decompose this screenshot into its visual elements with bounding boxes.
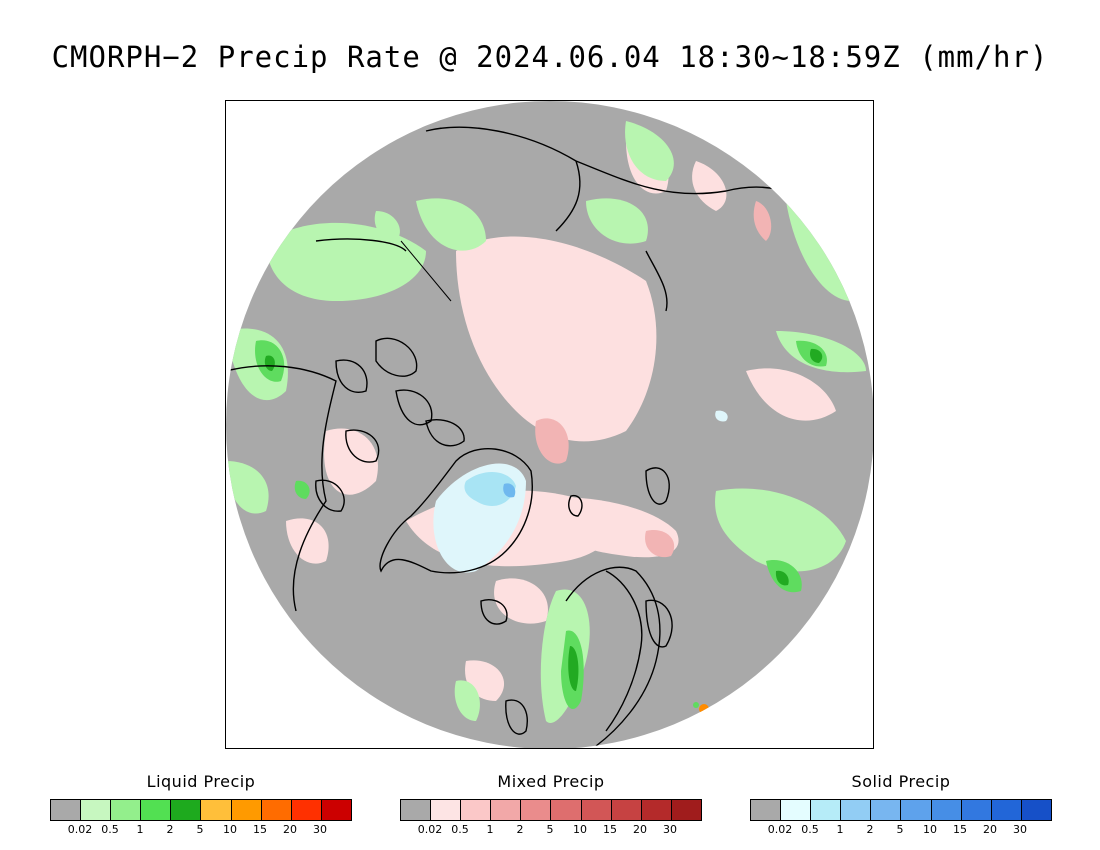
solid-precip-areas: [433, 410, 728, 573]
legend-swatch: [551, 800, 582, 820]
legend-tick-label: 2: [516, 823, 524, 836]
legend-tick-label: 30: [663, 823, 677, 836]
legend-tick-labels: 0.02 0.5 1 2 5 10 15 20 30: [750, 823, 1050, 837]
legend-swatch: [781, 800, 812, 820]
legend-tick-label: 20: [283, 823, 297, 836]
legend-tick-label: 30: [313, 823, 327, 836]
legend-tick-label: 10: [573, 823, 587, 836]
legend-title: Mixed Precip: [497, 772, 605, 791]
legend-tick-label: 0.5: [451, 823, 469, 836]
legend-swatch: [671, 800, 701, 820]
legend-tick-label: 0.5: [101, 823, 119, 836]
legend-tick-label: 2: [866, 823, 874, 836]
polar-precip-map: [226, 101, 873, 748]
legend-tick-label: 5: [546, 823, 554, 836]
legend-color-bar: [750, 799, 1052, 821]
legend-tick-label: 20: [633, 823, 647, 836]
coastlines: [226, 126, 827, 747]
legend-color-bar: [50, 799, 352, 821]
legend-swatch: [931, 800, 962, 820]
legend-swatch: [811, 800, 842, 820]
legend-swatch: [431, 800, 462, 820]
legend-swatch: [611, 800, 642, 820]
legend-tick-labels: 0.02 0.5 1 2 5 10 15 20 30: [50, 823, 350, 837]
legend-title: Liquid Precip: [146, 772, 256, 791]
legend-swatch: [961, 800, 992, 820]
legend-solid-precip: Solid Precip 0.02 0.5 1 2 5 10 15 20 30: [750, 772, 1052, 837]
legend-tick-label: 0.02: [767, 823, 793, 836]
legend-color-bar: [400, 799, 702, 821]
legend-tick-label: 0.02: [417, 823, 443, 836]
liquid-precip-moderate: [255, 340, 827, 710]
legend-swatch: [81, 800, 112, 820]
legend-tick-label: 0.02: [67, 823, 93, 836]
legend-swatch: [231, 800, 262, 820]
legend-tick-label: 30: [1013, 823, 1027, 836]
legend-tick-label: 1: [836, 823, 844, 836]
legend-swatch: [171, 800, 202, 820]
legend-tick-label: 1: [136, 823, 144, 836]
mixed-precip-moderate: [535, 201, 772, 558]
map-frame: [225, 100, 874, 749]
legend-swatch: [261, 800, 292, 820]
legend-swatch: [901, 800, 932, 820]
legend-tick-labels: 0.02 0.5 1 2 5 10 15 20 30: [400, 823, 700, 837]
legend-tick-label: 15: [603, 823, 617, 836]
legend-tick-label: 1: [486, 823, 494, 836]
legend-swatch: [841, 800, 872, 820]
legend-swatch: [401, 800, 432, 820]
legend-swatch: [491, 800, 522, 820]
legend-swatch: [521, 800, 552, 820]
legend-swatch: [141, 800, 172, 820]
legend-title: Solid Precip: [851, 772, 951, 791]
legend-swatch: [321, 800, 351, 820]
legend-swatch: [291, 800, 322, 820]
legend-swatch: [51, 800, 82, 820]
legend-swatch: [871, 800, 902, 820]
legend-tick-label: 5: [896, 823, 904, 836]
legend-swatch: [1021, 800, 1051, 820]
legend-swatch: [111, 800, 142, 820]
legend-tick-label: 10: [923, 823, 937, 836]
legend-tick-label: 2: [166, 823, 174, 836]
legend-swatch: [751, 800, 782, 820]
legend-swatch: [581, 800, 612, 820]
legend-liquid-precip: Liquid Precip 0.02 0.5 1 2 5 10 15 20 30: [50, 772, 352, 837]
legend-swatch: [201, 800, 232, 820]
legend-swatch: [641, 800, 672, 820]
legend-swatch: [991, 800, 1022, 820]
map-title: CMORPH−2 Precip Rate @ 2024.06.04 18:30~…: [51, 40, 1049, 74]
legend-tick-label: 15: [253, 823, 267, 836]
legend-mixed-precip: Mixed Precip 0.02 0.5 1 2 5 10 15 20 30: [400, 772, 702, 837]
legend-tick-label: 0.5: [801, 823, 819, 836]
legend-tick-label: 5: [196, 823, 204, 836]
legend-tick-label: 20: [983, 823, 997, 836]
legend-tick-label: 15: [953, 823, 967, 836]
legend-swatch: [461, 800, 492, 820]
legend-tick-label: 10: [223, 823, 237, 836]
